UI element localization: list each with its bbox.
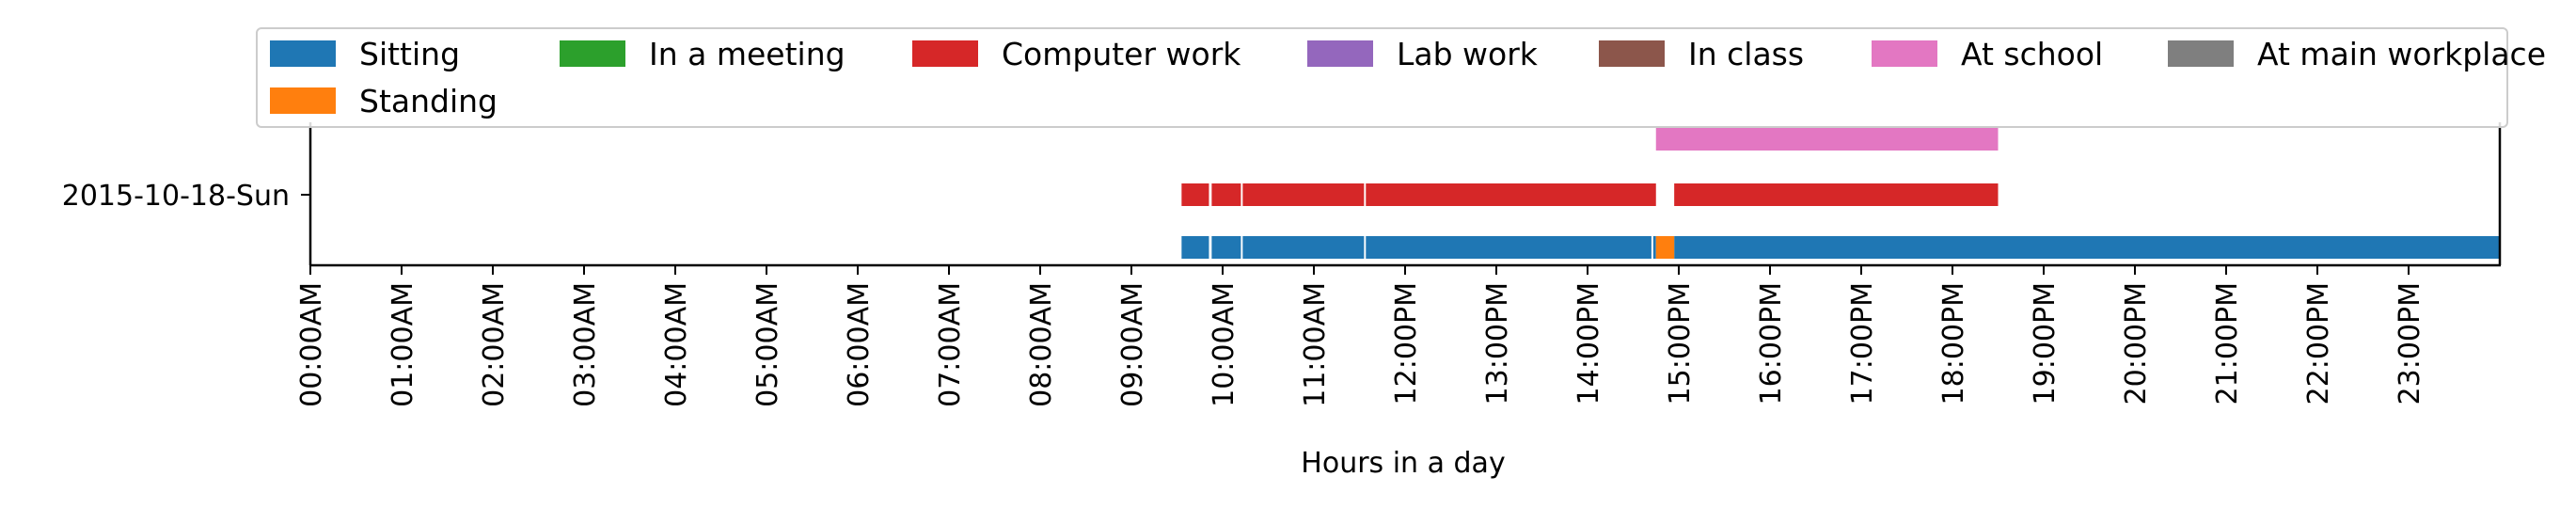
legend-swatch-in-a-meeting — [560, 40, 625, 67]
x-tick-label: 06:00AM — [843, 282, 876, 407]
x-tick-label: 21:00PM — [2211, 282, 2244, 405]
x-ticks-layer: 00:00AM 01:00AM 02:00AM 03:00AM 04:00AM 05:00… — [295, 265, 2426, 407]
x-tick-label: 07:00AM — [934, 282, 967, 407]
bar-sitting — [1652, 236, 1656, 259]
x-tick-label: 23:00PM — [2394, 282, 2426, 405]
legend-label-sitting: Sitting — [359, 36, 460, 72]
x-tick-label: 09:00AM — [1116, 282, 1149, 407]
legend-label-in-class: In class — [1688, 36, 1804, 72]
x-tick-label: 17:00PM — [1846, 282, 1879, 405]
x-tick-label: 20:00PM — [2120, 282, 2153, 405]
legend: Sitting In a meeting Computer work Lab work… — [256, 27, 2546, 128]
x-tick-label: 04:00AM — [660, 282, 693, 407]
x-tick-label: 02:00AM — [478, 282, 511, 407]
legend-label-lab-work: Lab work — [1397, 36, 1539, 72]
x-tick-label: 11:00AM — [1299, 282, 1332, 407]
bar-computer-work — [1674, 183, 1999, 206]
x-tick-label: 12:00PM — [1390, 282, 1423, 405]
y-ticks-layer: 2015-10-18-Sun — [62, 180, 310, 213]
x-tick-label: 14:00PM — [1572, 282, 1605, 405]
legend-swatch-standing — [270, 87, 336, 114]
x-tick-label: 16:00PM — [1755, 282, 1788, 405]
x-tick-label: 05:00AM — [751, 282, 784, 407]
bar-sitting — [1181, 236, 1209, 259]
legend-label-at-school: At school — [1961, 36, 2103, 72]
legend-frame — [256, 27, 2508, 128]
legend-swatch-at-main-workplace — [2168, 40, 2234, 67]
legend-swatch-at-school — [1872, 40, 1937, 67]
bar-computer-work — [1181, 183, 1209, 206]
y-tick-label: 2015-10-18-Sun — [62, 180, 290, 213]
bar-computer-work — [1366, 183, 1656, 206]
bar-sitting — [1366, 236, 1651, 259]
legend-label-in-a-meeting: In a meeting — [649, 36, 845, 72]
x-tick-label: 19:00PM — [2029, 282, 2062, 405]
x-tick-label: 08:00AM — [1025, 282, 1058, 407]
x-tick-label: 18:00PM — [1937, 282, 1970, 405]
bars-layer — [1181, 128, 2500, 259]
bar-sitting — [1211, 236, 1241, 259]
legend-label-computer-work: Computer work — [1002, 36, 1241, 72]
x-tick-label: 15:00PM — [1664, 282, 1697, 405]
bar-sitting — [1674, 236, 2500, 259]
bar-at-school — [1655, 128, 1999, 151]
bar-computer-work — [1211, 183, 1241, 206]
legend-swatch-sitting — [270, 40, 336, 67]
x-tick-label: 10:00AM — [1208, 282, 1241, 407]
x-tick-label: 22:00PM — [2302, 282, 2335, 405]
x-tick-label: 13:00PM — [1481, 282, 1514, 405]
legend-swatch-in-class — [1599, 40, 1665, 67]
legend-swatch-computer-work — [912, 40, 978, 67]
x-tick-label: 03:00AM — [569, 282, 602, 407]
legend-swatch-lab-work — [1307, 40, 1373, 67]
bar-sitting — [1242, 236, 1365, 259]
bar-computer-work — [1242, 183, 1365, 206]
bar-standing — [1655, 236, 1675, 259]
x-axis-label: Hours in a day — [1301, 447, 1505, 480]
x-tick-label: 00:00AM — [295, 282, 328, 407]
legend-label-at-main-workplace: At main workplace — [2257, 36, 2546, 72]
legend-label-standing: Standing — [359, 83, 498, 119]
x-tick-label: 01:00AM — [387, 282, 419, 407]
